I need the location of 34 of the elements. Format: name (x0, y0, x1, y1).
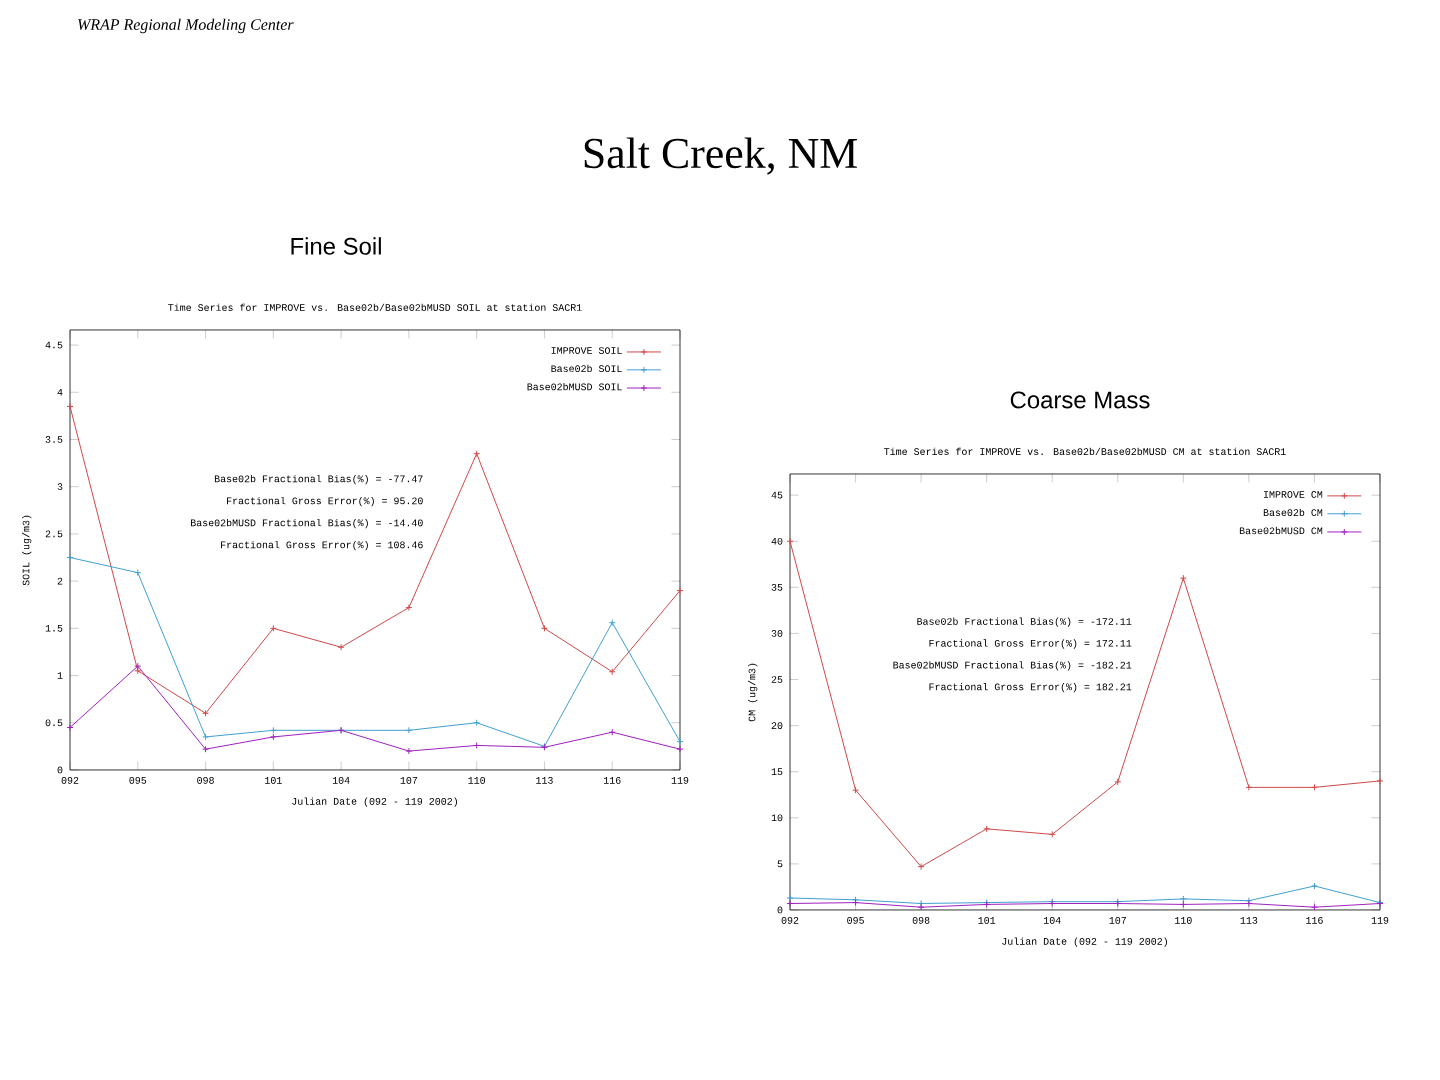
point (608, 728, 616, 736)
point (269, 733, 277, 741)
point (134, 662, 142, 670)
point (1179, 895, 1187, 903)
point (1310, 783, 1318, 791)
point (405, 747, 413, 755)
chart-title: Coarse Mass (1010, 391, 1150, 409)
point (405, 726, 413, 734)
point (269, 624, 277, 632)
point (1310, 882, 1318, 890)
point (202, 745, 210, 753)
point (1179, 574, 1187, 582)
point (540, 624, 548, 632)
point (473, 741, 481, 749)
point (1310, 903, 1318, 911)
point (1114, 778, 1122, 786)
point (1179, 900, 1187, 908)
point (1048, 830, 1056, 838)
point (608, 668, 616, 676)
point (337, 643, 345, 651)
point (473, 450, 481, 458)
text: Salt Creek, NM (584, 137, 857, 175)
point (269, 726, 277, 734)
point (473, 719, 481, 727)
point (608, 619, 616, 627)
point (202, 733, 210, 741)
point (917, 863, 925, 871)
point (1245, 783, 1253, 791)
point (202, 709, 210, 717)
point (134, 569, 142, 577)
point (852, 786, 860, 794)
point (983, 825, 991, 833)
point (405, 604, 413, 612)
chart-title: Fine Soil (291, 237, 381, 255)
